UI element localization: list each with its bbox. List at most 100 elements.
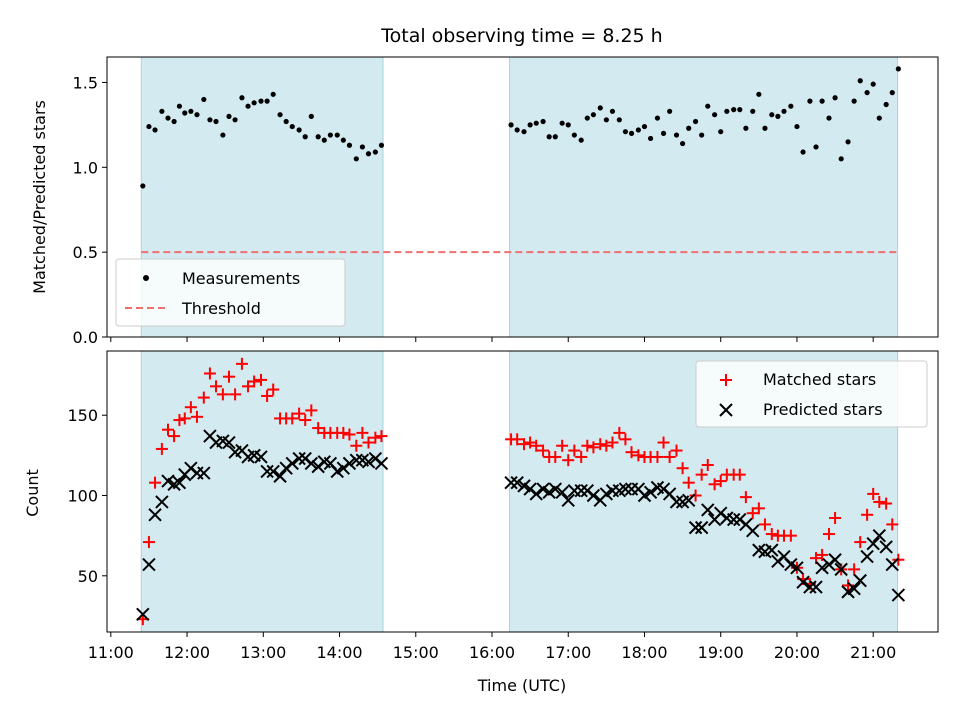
predicted-stars-point <box>292 451 306 466</box>
measurements-point <box>372 149 378 155</box>
measurements-point <box>365 151 372 157</box>
measurements-point <box>565 122 571 128</box>
measurements-point <box>302 134 308 140</box>
measurements-point <box>308 113 314 119</box>
legend-matched-marker <box>720 374 732 386</box>
predicted-stars-point <box>266 464 280 479</box>
measurements-point <box>883 101 889 108</box>
matched-stars-point <box>606 436 619 449</box>
predicted-stars-point <box>701 503 715 517</box>
predicted-stars-point <box>847 581 861 596</box>
measurements-point <box>826 115 832 121</box>
measurements-point <box>832 95 838 101</box>
measurements-point <box>527 122 533 128</box>
legend-measurements-label: Measurements <box>182 269 300 288</box>
y-tick-label: 1.5 <box>73 73 98 92</box>
predicted-stars-point <box>349 453 364 467</box>
measurements-point <box>584 115 590 121</box>
measurements-point <box>220 132 226 138</box>
measurements-point <box>578 137 584 143</box>
matched-stars-point <box>337 426 350 439</box>
measurements-point <box>182 110 188 116</box>
predicted-stars-point <box>142 557 156 572</box>
measurements-point <box>775 113 781 119</box>
chart-title: Total observing time = 8.25 h <box>380 25 662 47</box>
measurements-point <box>769 112 775 118</box>
measurements-point <box>213 118 219 125</box>
measurements-point <box>296 127 302 133</box>
measurements-point <box>340 137 346 143</box>
predicted-stars-point <box>746 524 760 538</box>
matched-stars-point <box>854 536 867 549</box>
matched-stars-point <box>229 388 242 401</box>
measurements-point <box>571 132 577 138</box>
matched-stars-point <box>848 563 861 576</box>
measurements-point <box>807 98 813 104</box>
measurements-point <box>686 125 692 131</box>
predicted-stars-point <box>510 475 524 490</box>
matched-stars-point <box>562 454 575 467</box>
measurements-point <box>641 123 648 130</box>
matched-stars-point <box>575 450 588 463</box>
measurements-point <box>346 142 353 148</box>
matched-stars-point <box>356 426 369 439</box>
measurements-point <box>794 123 800 130</box>
measurements-point <box>359 144 365 150</box>
x-tick-label: 13:00 <box>240 643 286 662</box>
x-tick-label: 20:00 <box>774 643 820 662</box>
top-y-axis-label: Matched/Predicted stars <box>30 100 49 294</box>
measurements-point <box>680 140 686 147</box>
predicted-stars-point <box>694 520 709 535</box>
predicted-stars-point <box>148 508 162 522</box>
y-tick-label: 150 <box>67 406 98 425</box>
bottom-axes-frame <box>106 350 939 633</box>
measurements-point <box>864 90 870 96</box>
y-tick-label: 0.0 <box>73 328 98 347</box>
measurements-point <box>232 117 238 123</box>
predicted-stars-point <box>361 455 376 469</box>
measurements-point <box>207 117 213 123</box>
matched-stars-point <box>350 439 363 452</box>
matched-stars-point <box>267 383 280 396</box>
matched-stars-point <box>222 370 235 383</box>
measurements-point <box>165 115 171 121</box>
matched-stars-point <box>375 430 388 443</box>
matched-stars-point <box>299 414 312 427</box>
matched-stars-point <box>242 380 255 393</box>
predicted-stars-point <box>254 450 268 464</box>
predicted-stars-point <box>136 607 150 622</box>
predicted-stars-point <box>342 456 357 471</box>
y-tick-label: 50 <box>78 567 98 586</box>
x-tick-label: 12:00 <box>164 643 210 662</box>
measurements-point <box>327 132 333 138</box>
predicted-stars-point <box>561 493 575 508</box>
matched-stars-point <box>197 391 210 404</box>
predicted-stars-point <box>866 536 880 551</box>
matched-stars-point <box>142 536 155 549</box>
measurements-point <box>597 105 603 111</box>
predicted-stars-point <box>155 495 169 509</box>
predicted-stars-point <box>669 495 684 509</box>
matched-stars-point <box>568 444 581 457</box>
measurements-point <box>321 137 327 143</box>
matched-stars-point <box>625 446 638 459</box>
matched-stars-point <box>886 518 899 531</box>
matched-stars-point <box>190 410 203 423</box>
predicted-stars-point <box>809 580 823 594</box>
predicted-stars-point <box>504 475 518 490</box>
x-tick-label: 19:00 <box>698 643 744 662</box>
matched-ratio-panel: 0.0 0.5 1.0 1.5 Matched/Predicted stars Mea… <box>30 56 939 347</box>
measurements-point <box>521 129 527 135</box>
measurements-point <box>654 115 661 121</box>
matched-stars-point <box>676 462 689 475</box>
measurements-point <box>628 130 635 136</box>
measurements-point <box>226 113 232 119</box>
matched-stars-point <box>261 389 274 402</box>
matched-stars-point <box>873 495 886 508</box>
bottom-y-axis-label: Count <box>23 469 42 517</box>
matched-stars-point <box>248 375 261 388</box>
measurements-point <box>781 108 787 114</box>
matched-stars-point <box>581 439 594 452</box>
matched-stars-point <box>651 450 664 463</box>
top-legend-box <box>115 258 346 327</box>
